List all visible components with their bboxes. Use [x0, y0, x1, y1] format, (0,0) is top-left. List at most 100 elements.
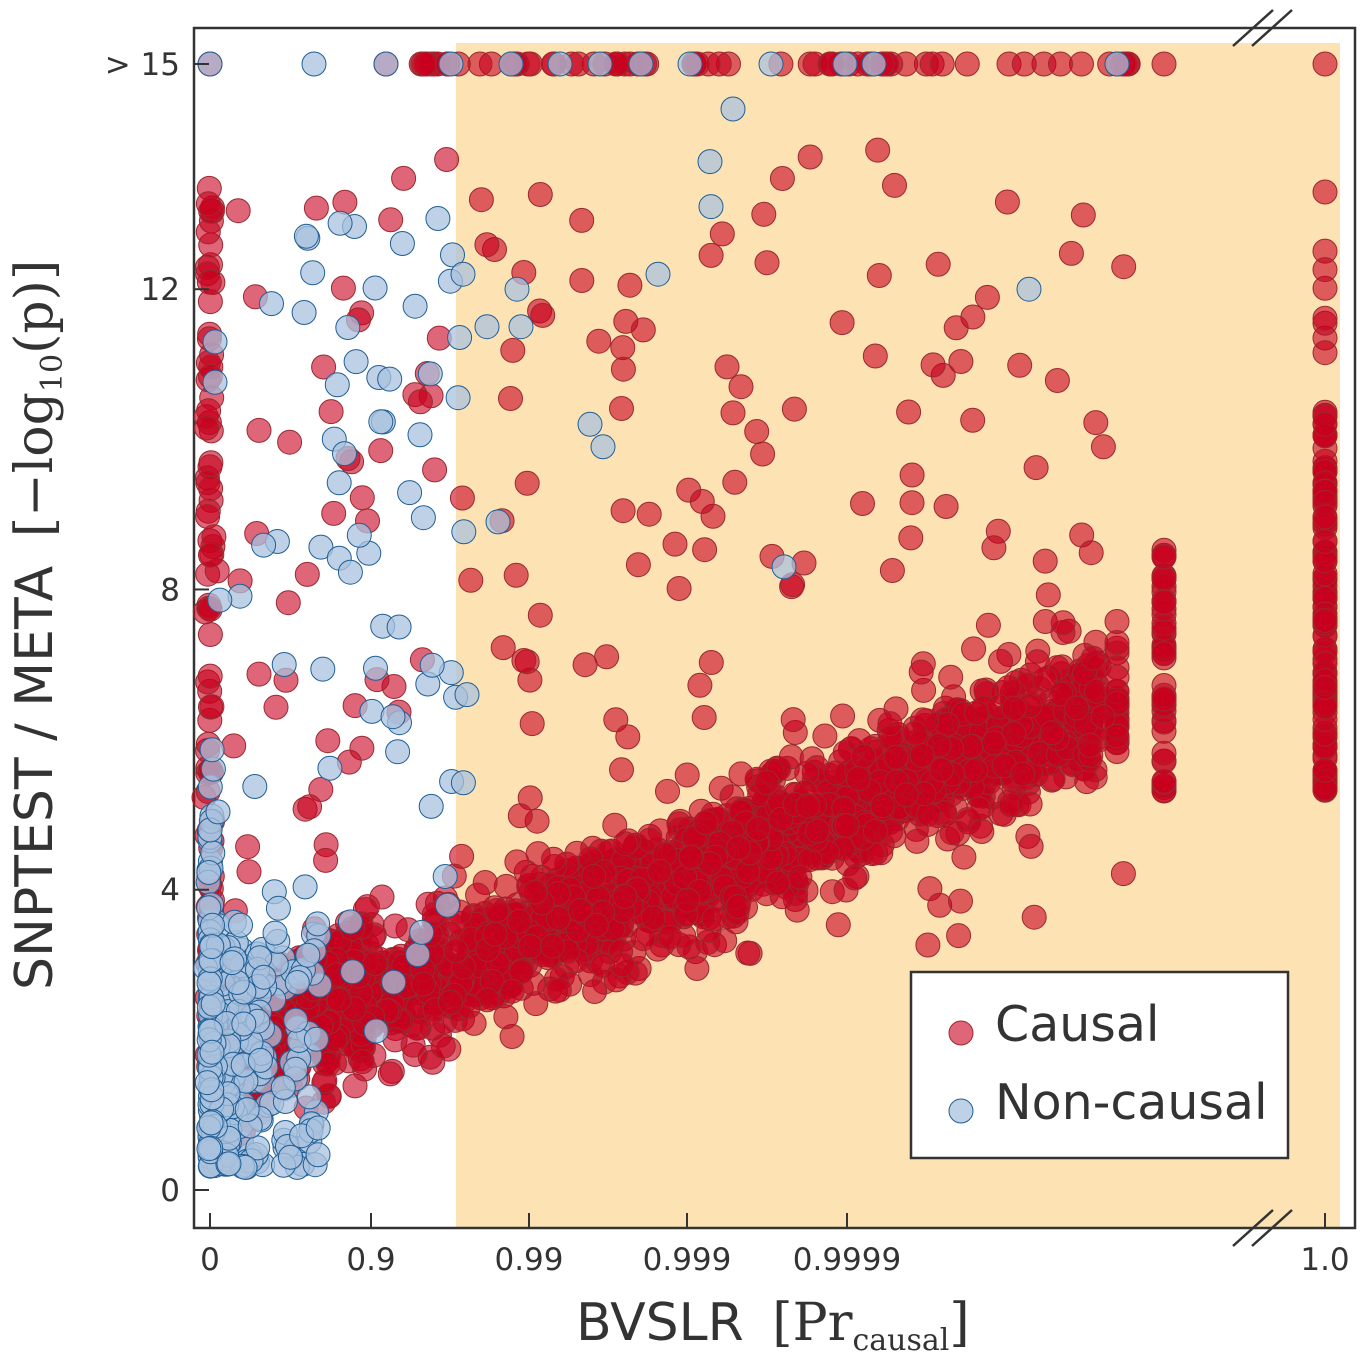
noncausal-point: [340, 959, 366, 985]
causal-point: [1007, 352, 1033, 378]
causal-point: [1151, 686, 1177, 712]
causal-point: [689, 489, 715, 514]
noncausal-point: [303, 1026, 329, 1052]
x-tick-label: 0: [200, 1242, 220, 1278]
causal-point: [1151, 566, 1177, 592]
causal-point: [795, 793, 821, 819]
noncausal-point: [343, 349, 369, 375]
causal-point: [349, 485, 375, 511]
y-tick-label: > 15: [105, 47, 180, 83]
causal-point: [430, 1033, 456, 1059]
causal-point: [630, 317, 656, 343]
noncausal-point: [832, 51, 858, 77]
causal-point: [400, 1032, 426, 1058]
noncausal-point: [284, 970, 310, 995]
noncausal-point: [377, 366, 403, 392]
noncausal-point: [292, 874, 318, 900]
y-tick-label: 4: [160, 873, 180, 909]
noncausal-point: [861, 51, 887, 77]
causal-point: [603, 707, 629, 733]
causal-point: [745, 816, 771, 842]
causal-point: [834, 813, 860, 838]
causal-point: [781, 396, 807, 422]
noncausal-point: [200, 912, 225, 938]
causal-point: [964, 700, 990, 726]
causal-point: [896, 399, 922, 425]
noncausal-point: [247, 1047, 273, 1073]
noncausal-point: [410, 505, 436, 531]
causal-point: [869, 793, 895, 819]
noncausal-point: [346, 522, 372, 548]
noncausal-point: [326, 470, 352, 496]
noncausal-point: [327, 210, 353, 236]
causal-point: [1312, 675, 1338, 700]
noncausal-point: [435, 892, 460, 918]
causal-point: [754, 250, 780, 276]
causal-point: [610, 356, 636, 382]
noncausal-point: [310, 656, 336, 682]
causal-point: [1312, 757, 1338, 783]
causal-point: [235, 834, 261, 860]
noncausal-point: [271, 652, 297, 677]
causal-point: [692, 537, 718, 563]
causal-point: [1312, 340, 1338, 366]
noncausal-point: [202, 329, 228, 355]
causal-point: [1023, 455, 1049, 481]
causal-point: [368, 438, 394, 464]
causal-point: [1048, 51, 1073, 77]
causal-point: [728, 761, 754, 787]
y-tick-label: 8: [160, 572, 180, 608]
noncausal-point: [242, 774, 268, 799]
causal-point: [1312, 179, 1338, 205]
causal-point: [545, 906, 571, 931]
noncausal-point: [368, 409, 394, 435]
noncausal-point: [332, 441, 357, 467]
plot-frame: [192, 26, 1357, 1230]
noncausal-point: [283, 1007, 309, 1033]
causal-point: [332, 189, 358, 215]
causal-point: [594, 644, 620, 670]
causal-point: [422, 457, 448, 483]
noncausal-point: [205, 799, 231, 825]
noncausal-point: [202, 369, 228, 395]
causal-point: [196, 269, 222, 295]
noncausal-point: [380, 704, 406, 730]
causal-point: [928, 757, 954, 783]
noncausal-point: [216, 1151, 242, 1177]
causal-point: [988, 648, 1014, 674]
causal-point: [465, 882, 491, 908]
causal-point: [1312, 51, 1338, 77]
causal-point: [519, 711, 545, 737]
causal-point: [969, 819, 995, 844]
causal-point: [609, 952, 635, 978]
causal-point: [378, 207, 404, 233]
noncausal-point: [407, 422, 433, 448]
noncausal-point: [296, 1084, 322, 1110]
causal-point: [313, 847, 339, 873]
noncausal-point: [196, 1136, 222, 1162]
causal-point: [842, 865, 868, 891]
causal-point: [893, 782, 919, 808]
causal-point: [511, 648, 537, 673]
causal-point: [458, 567, 484, 593]
causal-point: [678, 844, 704, 870]
noncausal-point: [450, 261, 476, 287]
causal-point: [769, 166, 795, 191]
noncausal-point: [697, 149, 723, 175]
causal-point: [297, 794, 323, 820]
causal-point: [1151, 51, 1177, 77]
causal-point: [504, 849, 530, 875]
causal-point: [1048, 681, 1074, 707]
causal-point: [879, 558, 905, 583]
causal-point: [630, 926, 656, 952]
causal-point: [751, 201, 777, 227]
causal-point: [845, 766, 871, 792]
noncausal-point: [587, 51, 613, 77]
causal-point: [1312, 529, 1338, 554]
causal-point: [765, 870, 791, 896]
causal-point: [263, 694, 289, 720]
causal-point: [449, 485, 475, 511]
causal-point: [981, 535, 1007, 561]
noncausal-point: [234, 1097, 260, 1123]
